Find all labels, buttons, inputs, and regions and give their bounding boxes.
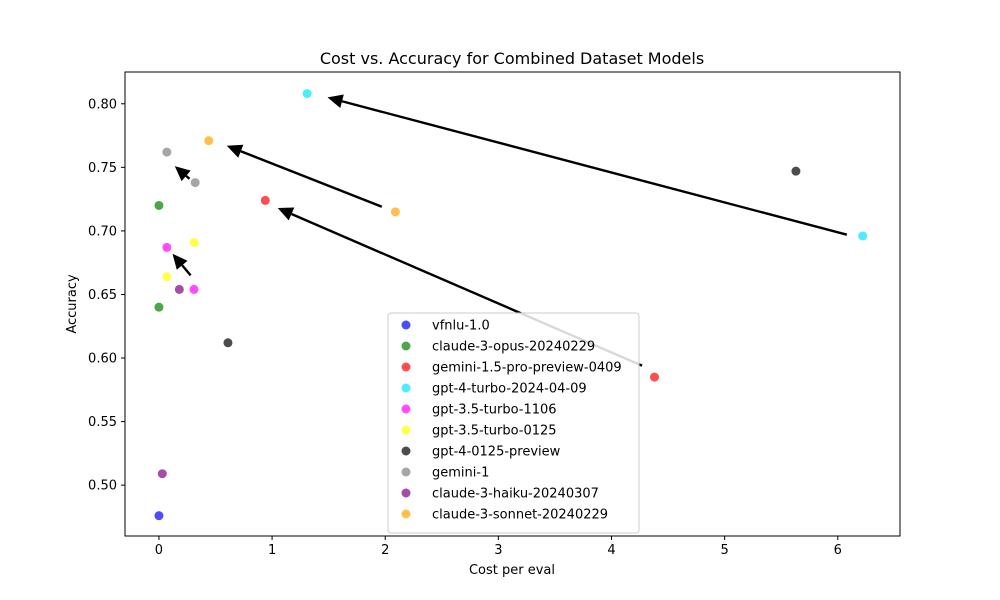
x-tick-label: 6 <box>834 543 842 558</box>
arrow-head <box>226 144 244 158</box>
y-tick-label: 0.55 <box>88 415 117 430</box>
y-axis-label: Accuracy <box>65 274 80 334</box>
arrow-line <box>185 174 191 180</box>
data-point <box>154 302 164 312</box>
x-axis-label: Cost per eval <box>469 563 555 578</box>
legend-marker <box>401 509 411 519</box>
legend-marker <box>401 383 411 393</box>
y-tick-label: 0.60 <box>88 352 117 367</box>
data-point <box>154 511 164 521</box>
data-point <box>162 242 172 252</box>
data-point <box>223 338 233 348</box>
legend-marker <box>401 341 411 351</box>
y-tick-label: 0.70 <box>88 224 117 239</box>
data-point <box>162 272 172 282</box>
arrow-line <box>181 264 192 277</box>
y-tick-label: 0.65 <box>88 288 117 303</box>
x-tick-label: 5 <box>720 543 728 558</box>
legend-label: claude-3-sonnet-20240229 <box>432 508 608 523</box>
y-axis: 0.50 0.55 0.60 0.65 0.70 0.75 0.80 <box>88 97 125 494</box>
arrow-line <box>240 150 383 208</box>
legend-label: claude-3-opus-20240229 <box>432 340 595 355</box>
legend-label: gpt-3.5-turbo-1106 <box>432 403 557 418</box>
data-point <box>189 237 199 247</box>
legend-marker <box>401 404 411 414</box>
legend-marker <box>401 425 411 435</box>
arrow-line <box>341 100 848 236</box>
legend-marker <box>401 446 411 456</box>
x-tick-label: 1 <box>268 543 276 558</box>
data-point <box>174 284 184 294</box>
y-tick-label: 0.50 <box>88 479 117 494</box>
legend-label: gemini-1 <box>432 466 489 481</box>
data-point <box>204 136 214 146</box>
y-tick-label: 0.75 <box>88 161 117 176</box>
legend-box <box>387 312 640 534</box>
x-tick-label: 2 <box>381 543 389 558</box>
legend-label: gpt-4-turbo-2024-04-09 <box>432 382 587 397</box>
legend: vfnlu-1.0 claude-3-opus-20240229 gemini-1.… <box>387 312 640 534</box>
arrow-head <box>327 94 344 109</box>
y-tick-label: 0.80 <box>88 97 117 112</box>
legend-label: gpt-4-0125-preview <box>432 445 561 460</box>
data-point <box>302 89 312 99</box>
data-point <box>189 284 199 294</box>
data-point <box>157 469 167 479</box>
data-point <box>649 372 659 382</box>
legend-label: gpt-3.5-turbo-0125 <box>432 424 557 439</box>
plot-frame <box>124 71 901 537</box>
legend-marker <box>401 362 411 372</box>
legend-label: gemini-1.5-pro-preview-0409 <box>432 361 622 376</box>
arrow-head <box>174 166 191 182</box>
x-axis: 0 1 2 3 4 5 6 <box>155 536 842 558</box>
legend-marker <box>401 467 411 477</box>
data-point <box>154 200 164 210</box>
chart-title: Cost vs. Accuracy for Combined Dataset M… <box>320 49 704 68</box>
data-point <box>162 147 172 157</box>
legend-marker <box>401 488 411 498</box>
x-tick-label: 0 <box>155 543 163 558</box>
data-point <box>858 231 868 241</box>
arrow-head <box>172 253 188 270</box>
legend-label: claude-3-haiku-20240307 <box>432 487 599 502</box>
legend-label: vfnlu-1.0 <box>432 319 490 334</box>
data-point <box>190 178 200 188</box>
arrow-head <box>277 207 295 221</box>
data-point <box>390 207 400 217</box>
x-tick-label: 3 <box>494 543 502 558</box>
data-point <box>260 195 270 205</box>
x-tick-label: 4 <box>607 543 615 558</box>
legend-marker <box>401 320 411 330</box>
data-point <box>791 166 801 176</box>
